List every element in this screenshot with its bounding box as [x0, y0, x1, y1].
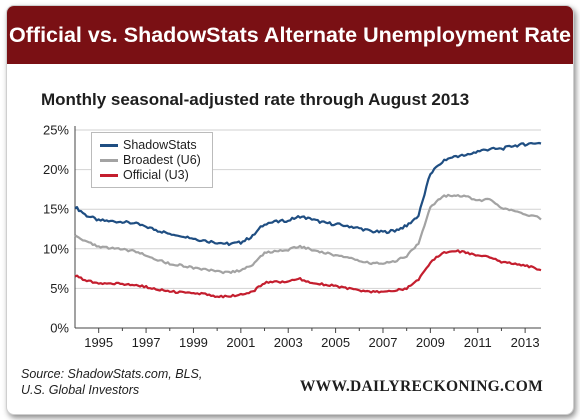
chart-title: Official vs. ShadowStats Alternate Unemp…: [9, 22, 571, 47]
x-tick-label: 2007: [369, 335, 398, 350]
x-tick-label: 2001: [226, 335, 255, 350]
y-tick-label: 15%: [43, 202, 69, 217]
legend: ShadowStats Broadest (U6) Official (U3): [91, 132, 213, 188]
x-tick-label: 2011: [464, 335, 492, 350]
source-line-1: Source: ShadowStats.com, BLS,: [21, 367, 203, 381]
y-tick-label: 25%: [43, 123, 69, 138]
x-tick-label: 1999: [179, 335, 208, 350]
legend-item-u6: Broadest (U6): [100, 152, 201, 168]
title-banner: Official vs. ShadowStats Alternate Unemp…: [7, 6, 573, 64]
x-tick-label: 2003: [274, 335, 303, 350]
legend-label-shadowstats: ShadowStats: [123, 138, 197, 152]
line-chart: 0% 5% 10% 15% 20% 25% 1995 1997 1999 2001 2003 2005…: [43, 123, 542, 350]
chart-subtitle: Monthly seasonal-adjusted rate through A…: [41, 90, 470, 109]
x-tick-label: 2009: [416, 335, 445, 350]
chart-card: Official vs. ShadowStats Alternate Unemp…: [6, 5, 574, 415]
legend-label-u3: Official (U3): [123, 168, 189, 182]
legend-item-shadowstats: ShadowStats: [100, 137, 197, 153]
brand-url: WWW.DAILYRECKONING.COM: [299, 378, 543, 395]
series-line-official-u3: [74, 249, 542, 299]
legend-swatch-u6: [100, 158, 118, 162]
x-tick-label: 2013: [511, 335, 540, 350]
source-note: Source: ShadowStats.com, BLS, U.S. Globa…: [21, 366, 202, 398]
x-tick-label: 1995: [84, 335, 113, 350]
y-tick-label: 5%: [50, 281, 69, 296]
legend-swatch-shadowstats: [100, 143, 118, 147]
legend-swatch-u3: [100, 173, 118, 177]
y-tick-label: 20%: [43, 162, 69, 177]
legend-label-u6: Broadest (U6): [123, 153, 201, 167]
source-line-2: U.S. Global Investors: [21, 383, 140, 397]
x-tick-label: 2005: [321, 335, 350, 350]
y-tick-label: 0%: [50, 321, 69, 336]
legend-item-u3: Official (U3): [100, 167, 189, 183]
y-tick-label: 10%: [43, 241, 69, 256]
series-line-broadest-u6: [74, 193, 542, 275]
x-tick-label: 1997: [132, 335, 161, 350]
series-line-shadowstats: [74, 141, 542, 247]
